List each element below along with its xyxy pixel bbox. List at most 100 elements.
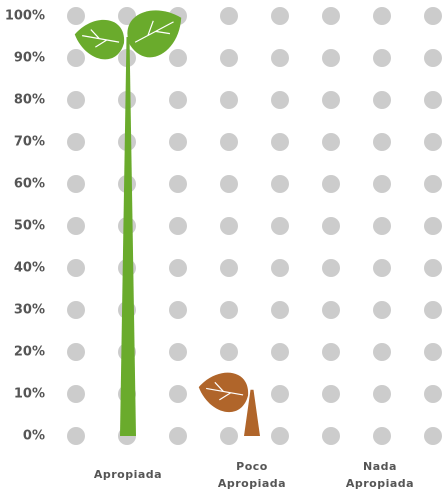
grid-dot: [271, 259, 289, 277]
x-tick-label: Apropiada: [93, 468, 163, 481]
grid-dot: [220, 49, 238, 67]
y-tick-label: 0%: [23, 429, 45, 444]
leaf: [198, 372, 249, 413]
grid-dot: [220, 259, 238, 277]
leaf: [74, 19, 125, 60]
x-tick-label: Nada Apropiada: [345, 460, 415, 490]
grid-dot: [271, 91, 289, 109]
grid-dot: [271, 301, 289, 319]
y-tick-label: 30%: [14, 303, 45, 318]
grid-dot: [67, 301, 85, 319]
grid-dot: [373, 217, 391, 235]
y-tick-label: 70%: [14, 135, 45, 150]
grid-dot: [424, 259, 442, 277]
grid-dot: [271, 7, 289, 25]
grid-dot: [373, 427, 391, 445]
grid-dot: [373, 133, 391, 151]
grid-dot: [373, 259, 391, 277]
grid-dot: [67, 49, 85, 67]
bar: [244, 389, 260, 436]
grid-dot: [271, 343, 289, 361]
x-tick-label: Poco Apropiada: [217, 460, 287, 490]
grid-dot: [271, 175, 289, 193]
grid-dot: [424, 49, 442, 67]
grid-dot: [424, 175, 442, 193]
grid-dot: [424, 301, 442, 319]
y-tick-label: 100%: [5, 9, 45, 24]
y-tick-label: 40%: [14, 261, 45, 276]
grid-dot: [424, 7, 442, 25]
grid-dot: [373, 175, 391, 193]
grid-dot: [373, 385, 391, 403]
grid-dot: [271, 427, 289, 445]
y-tick-label: 90%: [14, 51, 45, 66]
y-tick-label: 80%: [14, 93, 45, 108]
leaf-vein: [82, 29, 120, 48]
grid-dot: [424, 133, 442, 151]
grid-dot: [424, 217, 442, 235]
leaf-shape: [127, 10, 182, 58]
grid-dot: [169, 301, 187, 319]
grid-dot: [322, 385, 340, 403]
grid-dot: [424, 385, 442, 403]
grid-dot: [67, 91, 85, 109]
grid-dot: [424, 427, 442, 445]
grid-dot: [220, 91, 238, 109]
grid-dot: [271, 133, 289, 151]
grid-dot: [67, 427, 85, 445]
grid-dot: [424, 343, 442, 361]
grid-dot: [118, 7, 136, 25]
y-tick-label: 10%: [14, 387, 45, 402]
grid-dot: [322, 301, 340, 319]
grid-dot: [220, 427, 238, 445]
grid-dot: [322, 217, 340, 235]
grid-dot: [322, 133, 340, 151]
grid-dot: [220, 217, 238, 235]
grid-dot: [169, 175, 187, 193]
grid-dot: [169, 343, 187, 361]
grid-dot: [67, 175, 85, 193]
grid-dot: [67, 7, 85, 25]
grid-dot: [169, 427, 187, 445]
grid-dot: [271, 217, 289, 235]
grid-dot: [220, 301, 238, 319]
grid-dot: [67, 217, 85, 235]
grid-dot: [373, 343, 391, 361]
grid-dot: [220, 175, 238, 193]
y-tick-label: 60%: [14, 177, 45, 192]
grid-dot: [373, 49, 391, 67]
grid-dot: [322, 259, 340, 277]
grid-dot: [169, 133, 187, 151]
y-tick-label: 20%: [14, 345, 45, 360]
grid-dot: [424, 91, 442, 109]
grid-dot: [322, 49, 340, 67]
grid-dot: [169, 91, 187, 109]
grid-dot: [322, 175, 340, 193]
y-tick-label: 50%: [14, 219, 45, 234]
grid-dot: [220, 133, 238, 151]
grid-dot: [271, 49, 289, 67]
bar: [120, 37, 136, 436]
grid-dot: [169, 217, 187, 235]
grid-dot: [67, 133, 85, 151]
grid-dot: [220, 343, 238, 361]
grid-dot: [67, 259, 85, 277]
leaf: [127, 10, 182, 58]
grid-dot: [271, 385, 289, 403]
leaf-shape: [198, 372, 249, 413]
grid-dot: [169, 49, 187, 67]
leaf-shape: [74, 19, 125, 60]
grid-dot: [373, 7, 391, 25]
grid-dot: [322, 343, 340, 361]
grid-dot: [67, 385, 85, 403]
grid-dot: [322, 427, 340, 445]
grid-dot: [373, 91, 391, 109]
grid-dot: [373, 301, 391, 319]
grid-dot: [169, 259, 187, 277]
grid-dot: [67, 343, 85, 361]
grid-dot: [322, 91, 340, 109]
leaf-vein: [134, 20, 174, 43]
grid-dot: [322, 7, 340, 25]
